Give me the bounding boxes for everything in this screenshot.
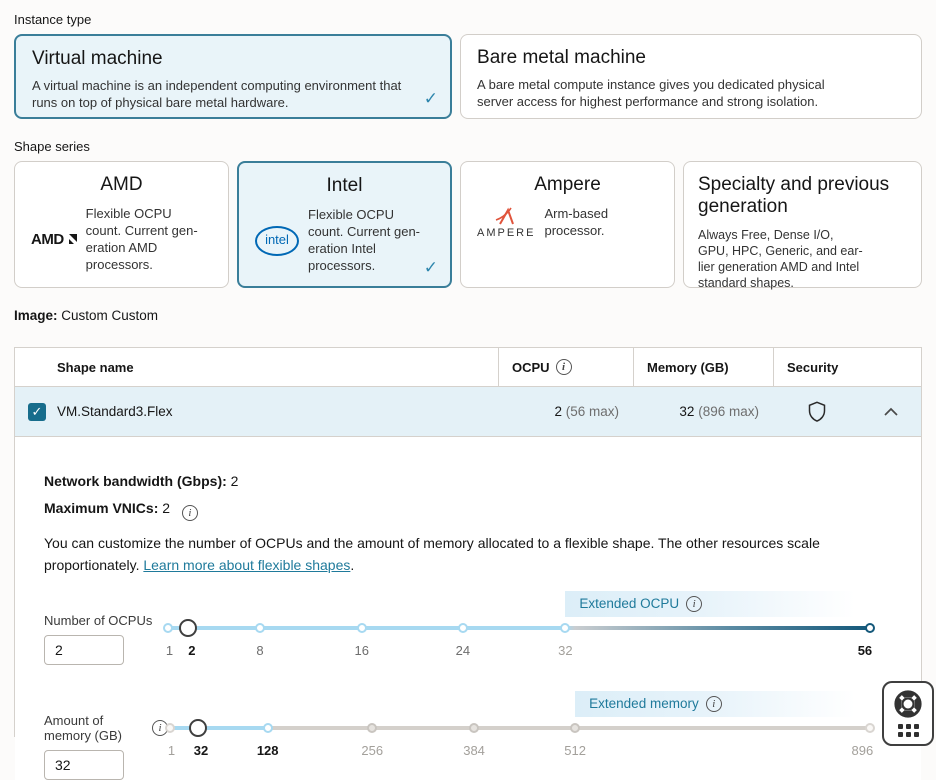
checkmark-icon: ✓: [423, 258, 438, 277]
grid-dots-icon: [897, 724, 919, 737]
ocpu-tick-56: [865, 622, 875, 633]
row-checkbox[interactable]: ✓: [28, 402, 46, 421]
assistant-launcher-button[interactable]: [882, 681, 934, 746]
ampere-logo-text: AMPERE: [477, 226, 536, 239]
memory-cell: 32 (896 max): [679, 404, 759, 419]
shape-series-label: Shape series: [14, 139, 90, 154]
card-amd[interactable]: AMD AMD Flexible OCPU count. Current gen…: [14, 161, 229, 288]
card-description: Flexible OCPU count. Current gen- eratio…: [85, 206, 198, 272]
ocpu-slider-track[interactable]: [163, 618, 875, 637]
ocpu-tick-8: [254, 622, 265, 633]
row-collapse-toggle[interactable]: [861, 407, 921, 416]
ocpu-tick-1: [163, 622, 173, 633]
ocpu-tick-labels: 1 2 8 16 24 32 56: [165, 642, 873, 658]
memory-slider: Extended memory i 1: [165, 690, 875, 777]
card-description: A bare metal compute instance gives you …: [477, 77, 825, 109]
card-title: AMD: [100, 174, 143, 195]
extended-ocpu-badge[interactable]: Extended OCPU i: [565, 590, 870, 617]
vnics-info-icon[interactable]: i: [181, 505, 198, 521]
checkmark-icon: ✓: [423, 89, 439, 108]
memory-slider-track[interactable]: [165, 718, 875, 737]
shape-table-header: Shape name OCPU i Memory (GB) Security: [15, 348, 921, 387]
shield-icon: [808, 401, 826, 422]
maximum-vnics: Maximum VNICs: 2 i: [44, 500, 921, 521]
memory-tick-896: [865, 722, 875, 733]
ocpu-tick-32: [560, 622, 571, 633]
card-description: Arm-based processor.: [544, 206, 609, 238]
ocpu-slider-block: Number of OCPUs Extended OCPU i: [44, 590, 875, 677]
extended-memory-badge[interactable]: Extended memory i: [575, 690, 870, 717]
card-title: Virtual machine: [32, 48, 163, 69]
memory-tick-128: [262, 722, 273, 733]
ampere-logo-icon: AMPERE: [477, 207, 535, 239]
flexible-shape-description: You can customize the number of OCPUs an…: [44, 535, 820, 574]
shape-details-panel: Network bandwidth (Gbps): 2 Maximum VNIC…: [15, 437, 921, 780]
memory-tick-1: [165, 722, 176, 733]
col-security: Security: [773, 348, 861, 386]
ocpu-slider: Extended OCPU i 1: [163, 590, 875, 677]
shape-name: VM.Standard3.Flex: [57, 404, 173, 419]
memory-tick-384: [469, 722, 480, 733]
ampere-a-mark: [495, 207, 515, 225]
flexible-shapes-link[interactable]: Learn more about flexible shapes: [143, 557, 351, 574]
memory-tick-labels: 1 32 128 256 384 512 896: [167, 742, 874, 758]
card-ampere[interactable]: Ampere AMPERE Arm-based processor.: [460, 161, 675, 288]
ocpu-slider-handle[interactable]: [179, 618, 198, 637]
ocpu-info-icon[interactable]: i: [555, 359, 572, 375]
instance-configuration-page: Instance type Virtual machine A virtual …: [14, 12, 934, 780]
card-description: Always Free, Dense I/O, GPU, HPC, Generi…: [698, 227, 863, 291]
chevron-up-icon: [884, 407, 898, 416]
memory-input[interactable]: [44, 749, 124, 780]
col-memory: Memory (GB): [633, 348, 773, 386]
col-shape-name: Shape name: [57, 359, 134, 375]
ocpu-tick-24: [457, 622, 468, 633]
instance-type-cards: Virtual machine A virtual machine is an …: [14, 34, 922, 119]
card-title: Ampere: [534, 174, 601, 195]
ocpu-input[interactable]: [44, 634, 124, 665]
intel-logo-icon: intel: [255, 225, 299, 256]
amd-logo-text: AMD: [31, 231, 64, 249]
card-intel[interactable]: Intel intel Flexible OCPU count. Current…: [237, 161, 452, 288]
extended-ocpu-info-icon[interactable]: i: [686, 595, 703, 612]
amd-logo-icon: AMD: [31, 231, 77, 248]
card-description: Flexible OCPU count. Current gen- eratio…: [308, 207, 421, 273]
memory-tick-256: [367, 722, 378, 733]
shape-series-cards: AMD AMD Flexible OCPU count. Current gen…: [14, 161, 922, 290]
intel-logo-text: intel: [265, 232, 289, 248]
extended-memory-info-icon[interactable]: i: [705, 695, 722, 712]
life-ring-icon: [894, 690, 922, 718]
ocpu-cell: 2 (56 max): [554, 404, 619, 419]
memory-tick-512: [570, 722, 581, 733]
memory-slider-handle[interactable]: [189, 718, 208, 737]
card-description: A virtual machine is an independent comp…: [32, 78, 402, 110]
card-title: Specialty and previous generation: [698, 174, 890, 217]
image-info: Image: Custom Custom: [14, 308, 922, 323]
image-label: Image:: [14, 308, 58, 323]
memory-slider-block: Amount of memory (GB) i Extended memory …: [44, 690, 875, 780]
ocpu-tick-16: [356, 622, 367, 633]
ocpu-input-label: Number of OCPUs: [44, 612, 153, 628]
card-specialty[interactable]: Specialty and previous generation Always…: [683, 161, 922, 290]
card-virtual-machine[interactable]: Virtual machine A virtual machine is an …: [14, 34, 453, 119]
memory-input-label: Amount of memory (GB): [44, 712, 122, 743]
card-title: Bare metal machine: [477, 47, 646, 68]
card-bare-metal-machine[interactable]: Bare metal machine A bare metal compute …: [460, 34, 922, 119]
table-row-vm-standard3-flex[interactable]: ✓ VM.Standard3.Flex 2 (56 max) 32 (896 m…: [15, 387, 921, 437]
instance-type-label: Instance type: [14, 12, 92, 27]
card-title: Intel: [326, 175, 363, 196]
shape-table: Shape name OCPU i Memory (GB) Security ✓…: [14, 347, 922, 780]
col-ocpu: OCPU i: [498, 348, 633, 386]
amd-arrow-mark: [65, 234, 77, 245]
network-bandwidth: Network bandwidth (Gbps): 2: [44, 473, 239, 489]
image-value: Custom Custom: [61, 308, 159, 323]
